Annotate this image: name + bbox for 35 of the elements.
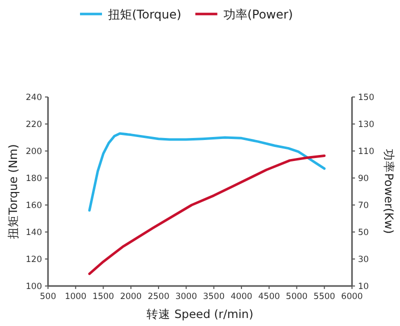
x-tick-label: 2000 (120, 292, 142, 302)
x-tick-label: 5500 (314, 292, 336, 302)
x-tick-label: 4000 (230, 292, 252, 302)
x-tick-label: 1500 (92, 292, 114, 302)
x-tick-label: 3000 (175, 292, 197, 302)
y2-tick-label: 50 (358, 228, 369, 238)
y2-tick-label: 30 (358, 255, 369, 265)
y2-tick-label: 70 (358, 201, 369, 211)
y-tick-label: 140 (26, 228, 42, 238)
x-tick-label: 6000 (341, 292, 363, 302)
y2-tick-label: 110 (358, 147, 374, 157)
x-tick-label: 4500 (258, 292, 280, 302)
y-axis-title: 扭矩Torque (Nm) (6, 144, 20, 239)
y-tick-label: 160 (26, 201, 42, 211)
x-axis-title: 转速 Speed (r/min) (146, 307, 254, 321)
y2-tick-label: 90 (358, 174, 369, 184)
x-tick-label: 500 (40, 292, 56, 302)
x-tick-label: 5000 (286, 292, 308, 302)
y2-tick-label: 150 (358, 93, 374, 103)
y-tick-label: 120 (26, 255, 42, 265)
y2-tick-label: 10 (358, 282, 369, 292)
line-series (88, 132, 326, 212)
x-tick-label: 3500 (203, 292, 225, 302)
legend-label: 扭矩(Torque) (108, 8, 182, 22)
x-tick-label: 1000 (64, 292, 86, 302)
y-tick-label: 200 (26, 147, 42, 157)
legend-label: 功率(Power) (223, 8, 293, 22)
x-tick-label: 2500 (148, 292, 170, 302)
y-tick-label: 240 (26, 93, 42, 103)
y2-axis-title: 功率Power(Kw) (382, 149, 396, 234)
line-series (88, 154, 326, 276)
y-tick-label: 220 (26, 120, 42, 130)
y-tick-label: 100 (26, 282, 42, 292)
y-tick-label: 180 (26, 174, 42, 184)
y2-tick-label: 130 (358, 120, 374, 130)
